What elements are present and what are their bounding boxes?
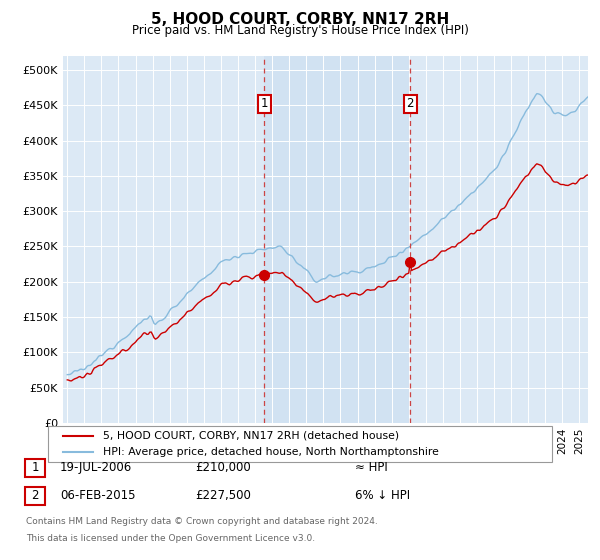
- Text: 5, HOOD COURT, CORBY, NN17 2RH: 5, HOOD COURT, CORBY, NN17 2RH: [151, 12, 449, 27]
- Text: 2: 2: [31, 489, 39, 502]
- Text: 5, HOOD COURT, CORBY, NN17 2RH (detached house): 5, HOOD COURT, CORBY, NN17 2RH (detached…: [103, 431, 400, 441]
- Bar: [265, 56, 410, 423]
- Text: Price paid vs. HM Land Registry's House Price Index (HPI): Price paid vs. HM Land Registry's House …: [131, 24, 469, 36]
- FancyBboxPatch shape: [25, 459, 45, 477]
- Text: ≈ HPI: ≈ HPI: [355, 461, 388, 474]
- Text: 06-FEB-2015: 06-FEB-2015: [60, 489, 136, 502]
- Text: £210,000: £210,000: [195, 461, 251, 474]
- Text: 1: 1: [260, 97, 268, 110]
- Text: 6% ↓ HPI: 6% ↓ HPI: [355, 489, 410, 502]
- Text: Contains HM Land Registry data © Crown copyright and database right 2024.: Contains HM Land Registry data © Crown c…: [26, 517, 378, 526]
- Text: £227,500: £227,500: [195, 489, 251, 502]
- Text: 2: 2: [407, 97, 414, 110]
- FancyBboxPatch shape: [25, 487, 45, 505]
- Text: HPI: Average price, detached house, North Northamptonshire: HPI: Average price, detached house, Nort…: [103, 447, 439, 457]
- Text: This data is licensed under the Open Government Licence v3.0.: This data is licensed under the Open Gov…: [26, 534, 315, 543]
- Text: 1: 1: [31, 461, 39, 474]
- FancyBboxPatch shape: [48, 426, 552, 462]
- Text: 19-JUL-2006: 19-JUL-2006: [60, 461, 132, 474]
